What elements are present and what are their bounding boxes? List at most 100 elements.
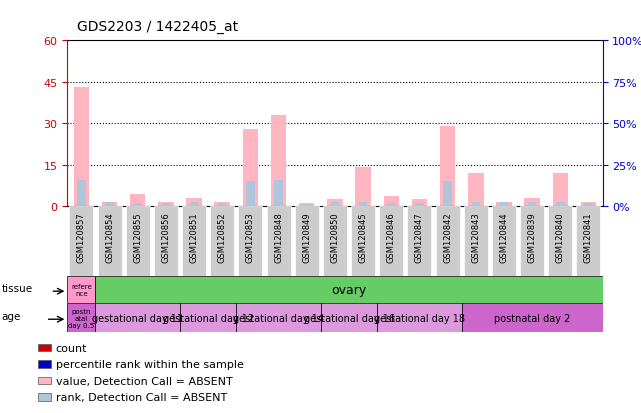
FancyBboxPatch shape — [295, 206, 319, 277]
Bar — [412, 199, 427, 206]
Bar — [462, 304, 603, 332]
Text: GSM120843: GSM120843 — [471, 212, 480, 263]
FancyBboxPatch shape — [182, 206, 206, 277]
Bar — [187, 198, 202, 206]
FancyBboxPatch shape — [97, 206, 122, 277]
Bar — [528, 202, 537, 206]
Bar — [130, 194, 146, 206]
FancyBboxPatch shape — [379, 206, 403, 277]
Bar — [246, 182, 254, 206]
Text: GSM120841: GSM120841 — [584, 212, 593, 263]
FancyBboxPatch shape — [210, 206, 234, 277]
Bar — [96, 304, 180, 332]
Text: age: age — [1, 311, 21, 322]
Bar — [472, 202, 480, 206]
FancyBboxPatch shape — [267, 206, 290, 277]
Text: percentile rank within the sample: percentile rank within the sample — [56, 359, 244, 369]
Text: refere
nce: refere nce — [71, 284, 92, 297]
FancyBboxPatch shape — [464, 206, 488, 277]
Bar — [38, 344, 51, 351]
Bar — [67, 277, 96, 304]
FancyBboxPatch shape — [548, 206, 572, 277]
Text: GSM120854: GSM120854 — [105, 212, 114, 263]
Text: GSM120853: GSM120853 — [246, 212, 255, 263]
Text: gestational day 12: gestational day 12 — [163, 313, 254, 323]
Bar — [355, 168, 371, 206]
Bar — [67, 304, 96, 332]
Text: ovary: ovary — [331, 284, 367, 297]
Bar — [303, 204, 311, 206]
Bar — [102, 202, 117, 206]
Text: GSM120857: GSM120857 — [77, 212, 86, 263]
FancyBboxPatch shape — [69, 206, 94, 277]
FancyBboxPatch shape — [492, 206, 516, 277]
Text: rank, Detection Call = ABSENT: rank, Detection Call = ABSENT — [56, 392, 227, 402]
Bar — [377, 304, 462, 332]
Text: count: count — [56, 343, 87, 353]
Bar — [215, 202, 230, 206]
Text: value, Detection Call = ABSENT: value, Detection Call = ABSENT — [56, 376, 233, 386]
FancyBboxPatch shape — [351, 206, 375, 277]
Bar — [584, 203, 593, 206]
Bar — [243, 129, 258, 206]
FancyBboxPatch shape — [576, 206, 601, 277]
Text: GSM120849: GSM120849 — [303, 212, 312, 263]
Text: GSM120844: GSM120844 — [499, 212, 508, 263]
FancyBboxPatch shape — [238, 206, 262, 277]
Bar — [415, 203, 424, 206]
Bar — [38, 377, 51, 385]
Text: gestational day 16: gestational day 16 — [303, 313, 394, 323]
Text: GSM120840: GSM120840 — [556, 212, 565, 263]
Text: gestational day 18: gestational day 18 — [374, 313, 465, 323]
Text: GSM120852: GSM120852 — [218, 212, 227, 263]
Bar — [38, 393, 51, 401]
Bar — [133, 203, 142, 206]
Bar — [180, 304, 237, 332]
Bar — [105, 202, 114, 206]
Text: GSM120855: GSM120855 — [133, 212, 142, 263]
Bar — [321, 304, 377, 332]
Bar — [274, 180, 283, 206]
Bar — [331, 202, 339, 206]
Bar — [496, 202, 512, 206]
Bar — [162, 203, 170, 206]
Bar — [359, 202, 367, 206]
Text: postn
atal
day 0.5: postn atal day 0.5 — [69, 308, 94, 328]
Bar — [190, 202, 198, 206]
Text: gestational day 14: gestational day 14 — [233, 313, 324, 323]
Bar — [74, 88, 89, 206]
Bar — [553, 173, 568, 206]
Text: GSM120850: GSM120850 — [330, 212, 340, 263]
Bar — [38, 361, 51, 368]
Text: tissue: tissue — [1, 284, 33, 294]
Text: GSM120847: GSM120847 — [415, 212, 424, 263]
Bar — [271, 116, 287, 206]
Text: postnatal day 2: postnatal day 2 — [494, 313, 570, 323]
FancyBboxPatch shape — [408, 206, 431, 277]
Text: GSM120839: GSM120839 — [528, 212, 537, 263]
Bar — [440, 127, 455, 206]
FancyBboxPatch shape — [323, 206, 347, 277]
Text: GSM120851: GSM120851 — [190, 212, 199, 263]
Bar — [218, 203, 226, 206]
Bar — [581, 202, 596, 206]
Bar — [237, 304, 321, 332]
Bar — [77, 180, 86, 206]
FancyBboxPatch shape — [520, 206, 544, 277]
FancyBboxPatch shape — [436, 206, 460, 277]
FancyBboxPatch shape — [126, 206, 150, 277]
Bar — [468, 173, 483, 206]
Text: GSM120856: GSM120856 — [162, 212, 171, 263]
Text: GSM120846: GSM120846 — [387, 212, 395, 263]
Text: GSM120842: GSM120842 — [443, 212, 452, 263]
Bar — [444, 182, 452, 206]
Text: GDS2203 / 1422405_at: GDS2203 / 1422405_at — [77, 20, 238, 34]
Text: gestational day 11: gestational day 11 — [92, 313, 183, 323]
Bar — [299, 204, 315, 206]
Text: GSM120848: GSM120848 — [274, 212, 283, 263]
Bar — [524, 198, 540, 206]
Bar — [556, 202, 565, 206]
Bar — [500, 202, 508, 206]
Bar — [383, 197, 399, 206]
Bar — [387, 203, 395, 206]
